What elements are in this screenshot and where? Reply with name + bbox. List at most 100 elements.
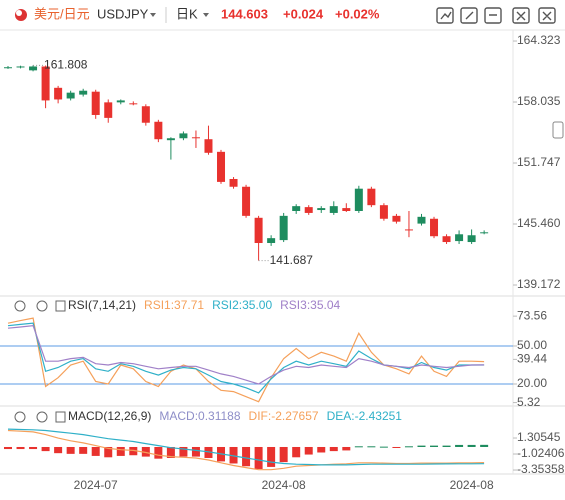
candle-body [254,217,263,244]
price: 144.603 [221,6,268,21]
candle-body [379,205,388,219]
candle-body [367,188,376,206]
low-annotation: 141.687 [270,253,314,267]
histogram-bar [41,446,50,452]
legend-entry: DIF:-2.27657 [249,409,319,423]
histogram-bar [204,446,213,458]
settings-button[interactable] [484,7,502,24]
symbol-name[interactable]: 美元/日元 [34,6,90,21]
high-annotation: 161.808 [44,58,88,72]
flag-icon-detail [16,10,22,16]
histogram-bar [4,446,12,450]
symbol[interactable]: USDJPY [97,6,149,21]
fullscreen-button[interactable] [512,7,530,24]
histogram-bar [342,446,351,451]
histogram-bar [292,446,301,458]
candle-body [292,206,301,211]
draw-button[interactable] [460,7,478,24]
series-line [7,322,485,394]
y-tick-label: -3.35358 [517,462,565,476]
legend-entry: RSI3:35.04 [280,298,340,312]
x-tick-label: 2024-08 [262,478,306,492]
histogram-bar [430,445,439,447]
histogram-bar [367,446,376,448]
x-tick-label: 2024-07 [74,478,118,492]
histogram-bar [154,446,163,459]
indicator-icon [55,411,66,423]
y-tick-label: 5.32 [517,395,541,409]
toolbar [436,7,556,24]
change: +0.024 [283,6,324,21]
candle-body [304,207,313,213]
histogram-bar [442,445,451,447]
y-tick-label: 50.00 [517,338,547,352]
series-line [7,429,485,471]
histogram-bar [29,446,38,450]
visibility-icon [14,411,26,423]
y-tick-label: 20.00 [517,376,547,390]
indicator-button[interactable] [436,7,454,24]
side-button[interactable] [552,121,564,139]
candle-body [354,188,363,211]
histogram-bar [54,446,63,454]
change-pct: +0.02% [335,6,380,21]
candle-body [66,92,75,99]
indicator-icon [55,300,66,312]
candle-body [29,66,38,71]
panel-title: RSI(7,14,21) [68,298,136,312]
legend-entry: RSI1:37.71 [144,298,204,312]
candle-body [242,186,251,216]
candle-body [129,103,138,105]
candle-body [141,106,150,123]
histogram-bar [104,446,113,458]
y-tick-label: 145.460 [517,216,561,230]
histogram-bar [166,446,175,458]
candle-body [16,66,25,68]
toolbar-glyphs [440,11,552,21]
histogram-bar [91,446,100,456]
dropdown-arrow[interactable] [150,13,156,17]
candle-body [430,218,439,237]
period[interactable]: 日K [176,6,198,21]
histogram-bar [329,446,338,452]
candle-body [154,121,163,140]
candle-body [204,139,213,153]
histogram-bar [129,446,138,456]
candle-body [217,151,226,182]
histogram-bar [480,444,489,447]
candle-body [417,216,426,224]
candle-body [392,215,401,222]
candle-body [79,90,88,95]
candle-body [166,138,175,141]
candle-body [4,67,12,69]
histogram-bar [317,446,326,453]
histogram-bar [116,446,125,456]
candle-body [179,133,188,139]
candle-body [442,236,451,243]
candle-body [480,232,489,234]
candle-body [455,234,464,242]
dropdown-arrow[interactable] [203,13,209,17]
panel-title: MACD(12,26,9) [68,409,151,423]
candle-body [91,91,100,115]
histogram-bar [354,446,363,448]
candle-body [279,215,288,241]
close-button[interactable] [538,7,556,24]
candle-body [342,208,351,211]
series-line [7,325,485,385]
candle-body [41,66,50,101]
candle-body [104,102,113,118]
visibility-icon [14,300,26,312]
settings-icon [36,411,48,423]
candle-body [54,87,63,100]
legend-entry: DEA:-2.43251 [327,409,403,423]
histogram-bar [279,446,288,463]
candle-body [404,229,413,231]
histogram-bar [229,446,238,464]
histogram-bar [467,444,476,447]
candle-body [267,238,276,244]
histogram-bar [16,446,25,450]
y-tick-label: 158.035 [517,94,561,108]
